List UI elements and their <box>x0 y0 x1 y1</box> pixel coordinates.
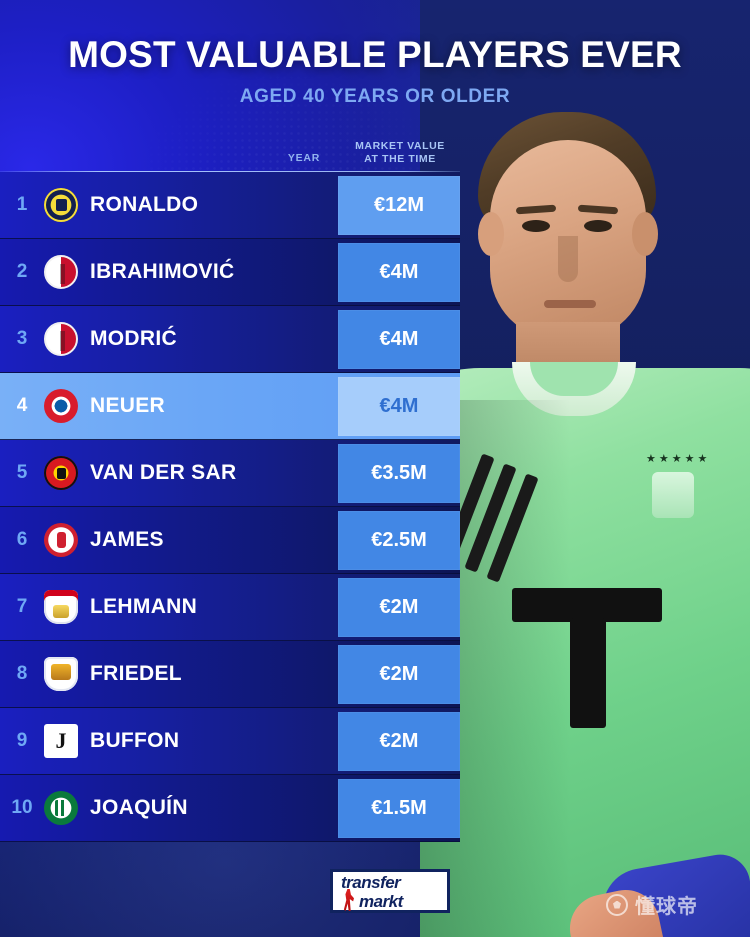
row-player-name: IBRAHIMOVIĆ <box>90 260 235 283</box>
row-player-name: LEHMANN <box>90 595 198 618</box>
player-eye-right <box>584 220 612 232</box>
row-rank: 2 <box>16 261 28 282</box>
row-market-value: €1.5M <box>338 779 460 838</box>
stuttgart-crest <box>44 590 78 624</box>
real-betis-crest <box>44 791 78 825</box>
juventus-crest <box>44 724 78 758</box>
row-market-value: €2M <box>338 645 460 704</box>
ac-milan-crest <box>44 255 78 289</box>
table-row[interactable]: 9BUFFON2018€2M <box>0 708 460 775</box>
column-header-market-value-line2: AT THE TIME <box>364 153 436 165</box>
column-header-year: YEAR <box>287 152 321 164</box>
table-body: 1RONALDO2025€12M2IBRAHIMOVIĆ2021€4M3MODR… <box>0 172 460 842</box>
row-player-name: JAMES <box>90 528 164 551</box>
table-row[interactable]: 3MODRIĆ2025€4M <box>0 306 460 373</box>
transfermarkt-logo-line1: transfer <box>341 873 401 892</box>
al-nassr-crest <box>44 188 78 222</box>
row-rank: 3 <box>16 328 28 349</box>
soccer-ball-icon <box>606 893 628 916</box>
bristol-city-crest <box>44 523 78 557</box>
row-rank: 1 <box>16 194 28 215</box>
row-market-value: €2M <box>338 578 460 637</box>
player-ear-right <box>632 212 658 256</box>
transfermarkt-logo: transfer markt <box>330 869 450 913</box>
table-row[interactable]: 2IBRAHIMOVIĆ2021€4M <box>0 239 460 306</box>
player-eye-left <box>522 220 550 232</box>
transfermarkt-logo-line2: markt <box>359 892 403 911</box>
player-nose <box>558 236 578 282</box>
shirt-stars: ★★★★★ <box>646 453 711 465</box>
row-rank: 8 <box>16 663 28 684</box>
row-player-name: FRIEDEL <box>90 662 182 685</box>
ac-milan-crest <box>44 322 78 356</box>
row-rank: 6 <box>16 529 28 550</box>
table-row[interactable]: 6JAMES2010€2.5M <box>0 507 460 574</box>
row-rank: 10 <box>11 797 33 818</box>
page-title: MOST VALUABLE PLAYERS EVER <box>68 34 682 75</box>
column-header-market-value: MARKET VALUE AT THE TIME <box>340 140 460 166</box>
player-mouth <box>544 300 596 308</box>
row-player-name: NEUER <box>90 394 166 417</box>
shirt-club-badge <box>652 472 694 518</box>
player-ear-left <box>478 212 504 256</box>
table-row[interactable]: 7LEHMANN2010€2M <box>0 574 460 641</box>
shirt-sponsor-logo <box>512 588 662 728</box>
watermark-text: 懂球帝 <box>635 896 698 918</box>
row-player-name: RONALDO <box>90 193 199 216</box>
transfermarkt-logo-inner: transfer markt <box>333 872 447 911</box>
table-row[interactable]: 10JOAQUÍN2022€1.5M <box>0 775 460 842</box>
page-subtitle: AGED 40 YEARS OR OLDER <box>239 86 511 107</box>
row-market-value: €4M <box>338 310 460 369</box>
bayern-munich-crest <box>44 389 78 423</box>
row-market-value: €3.5M <box>338 444 460 503</box>
row-rank: 9 <box>16 730 28 751</box>
row-rank: 5 <box>16 462 28 483</box>
column-header-market-value-line1: MARKET VALUE <box>355 140 445 152</box>
row-player-name: MODRIĆ <box>90 327 177 350</box>
row-rank: 4 <box>16 395 28 416</box>
row-market-value: €12M <box>338 176 460 235</box>
row-player-name: JOAQUÍN <box>90 796 188 819</box>
watermark: 懂球帝 <box>606 890 698 919</box>
row-rank: 7 <box>16 596 28 617</box>
row-market-value: €4M <box>338 243 460 302</box>
player-photo: ★★★★★ <box>420 0 750 937</box>
table-column-headers: YEAR MARKET VALUE AT THE TIME <box>0 136 460 173</box>
table-row[interactable]: 1RONALDO2025€12M <box>0 172 460 239</box>
ranking-table: YEAR MARKET VALUE AT THE TIME 1RONALDO20… <box>0 136 460 842</box>
man-united-crest <box>44 456 78 490</box>
row-market-value: €2.5M <box>338 511 460 570</box>
row-market-value: €2M <box>338 712 460 771</box>
row-market-value: €4M <box>338 377 460 436</box>
row-player-name: BUFFON <box>90 729 180 752</box>
table-row[interactable]: 8FRIEDEL2011€2M <box>0 641 460 708</box>
row-player-name: VAN DER SAR <box>90 461 237 484</box>
table-row[interactable]: 4NEUER2026€4M <box>0 373 460 440</box>
transfermarkt-player-icon <box>343 889 354 911</box>
aston-villa-crest <box>44 657 78 691</box>
